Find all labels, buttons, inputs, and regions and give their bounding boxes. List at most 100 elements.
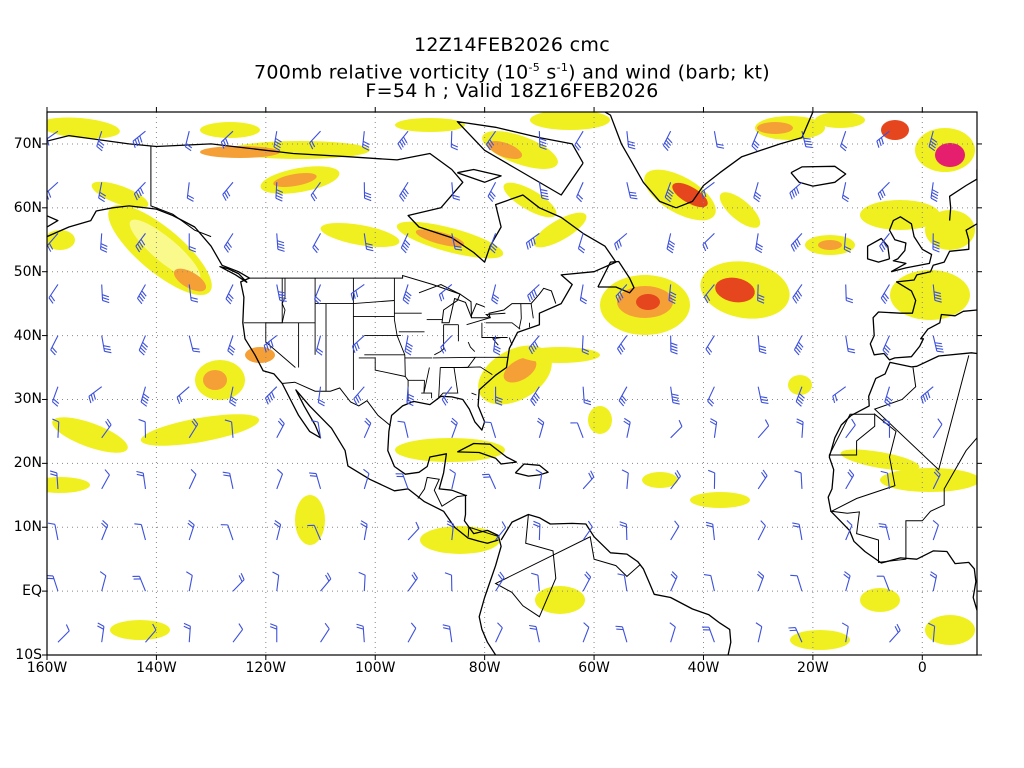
wind-barb <box>273 520 282 541</box>
barb-flag <box>265 343 270 351</box>
vorticity-contour <box>203 370 227 390</box>
wind-barb <box>491 284 500 305</box>
barb-flag <box>535 469 543 474</box>
wind-barb <box>932 519 939 541</box>
lat-tick-label: 20N <box>13 455 42 472</box>
barb-flag <box>185 143 193 149</box>
vorticity-contour <box>91 181 149 209</box>
barb-flag <box>52 401 59 407</box>
barb-flag <box>578 245 586 251</box>
wind-barb <box>619 521 628 541</box>
wind-barb <box>701 181 715 199</box>
barb-flag <box>441 292 445 300</box>
barb-flag <box>879 525 887 528</box>
lon-tick-label: 80W <box>468 660 501 676</box>
barb-flag <box>185 146 192 152</box>
wind-barb <box>670 419 683 439</box>
wind-barb <box>531 572 540 592</box>
barb-flag <box>883 292 889 300</box>
wind-barb <box>757 520 766 541</box>
barb-flag <box>790 245 795 252</box>
wind-barb <box>879 233 890 253</box>
barb-flag <box>495 402 503 406</box>
wind-barb <box>404 335 413 356</box>
maghreb-borders <box>873 355 970 471</box>
wind-barb <box>843 233 852 253</box>
barb-staff <box>227 524 234 541</box>
barb-flag <box>847 348 855 351</box>
lat-tick-label: 60N <box>13 199 42 216</box>
barb-flag <box>933 291 941 295</box>
barb-staff <box>495 627 503 643</box>
barb-flag <box>667 188 674 195</box>
vancouver-island <box>219 265 248 284</box>
barb-flag <box>137 189 142 197</box>
vorticity-contour <box>482 131 558 169</box>
barb-flag <box>530 345 535 353</box>
wind-barb <box>845 469 855 490</box>
wind-barb <box>703 574 715 592</box>
barb-flag <box>709 420 717 426</box>
barb-flag <box>630 197 638 200</box>
chart-title-line-2: 700mb relative vorticity (10-5 s-1) and … <box>254 61 770 84</box>
barb-flag <box>529 624 537 628</box>
wind-barb <box>482 473 497 490</box>
wind-barb <box>929 571 938 592</box>
wind-barb <box>97 622 105 643</box>
barb-flag <box>671 396 680 399</box>
baffin-coast <box>456 120 584 196</box>
wind-barb <box>614 232 628 251</box>
barb-flag <box>574 144 580 151</box>
wind-barb <box>618 386 628 407</box>
barb-flag <box>270 623 277 627</box>
barb-flag <box>884 401 891 407</box>
wind-barb <box>223 233 234 253</box>
barb-flag <box>363 468 370 475</box>
wind-barb <box>446 520 455 541</box>
wind-barb <box>140 386 150 407</box>
wind-barb <box>451 233 463 251</box>
state-border <box>358 357 406 377</box>
wind-barb <box>406 386 415 407</box>
barb-flag <box>580 296 588 302</box>
barb-flag <box>48 297 54 304</box>
barb-flag <box>848 469 855 476</box>
barb-flag <box>326 572 332 580</box>
barb-flag <box>882 349 889 356</box>
barb-flag <box>139 135 143 143</box>
wind-barb <box>224 419 234 438</box>
barb-flag <box>670 573 677 580</box>
barb-flag <box>931 194 938 200</box>
barb-flag <box>669 622 676 628</box>
barb-flag <box>410 622 417 629</box>
barb-flag <box>527 295 531 303</box>
wind-barb <box>188 233 196 253</box>
barb-flag <box>135 191 140 199</box>
barb-staff <box>232 629 244 643</box>
barb-staff <box>363 575 366 592</box>
wind-barb <box>184 131 193 152</box>
barb-flag <box>356 342 360 350</box>
barb-flag <box>138 349 145 356</box>
vorticity-contour <box>140 414 260 446</box>
barb-flag <box>269 393 273 401</box>
barb-flag <box>796 418 804 423</box>
barb-flag <box>229 399 237 404</box>
barb-flag <box>534 340 539 348</box>
lon-tick-label: 120W <box>245 660 287 676</box>
barb-flag <box>707 346 713 353</box>
barb-staff <box>757 626 763 643</box>
barb-flag <box>796 421 804 426</box>
vorticity-contour <box>935 143 965 167</box>
barb-flag <box>587 520 593 528</box>
state-border <box>432 356 477 368</box>
barb-flag <box>314 298 321 305</box>
barb-flag <box>406 402 414 407</box>
wind-barb <box>617 335 628 355</box>
wind-barb <box>145 623 157 643</box>
barb-staff <box>670 426 683 439</box>
wind-barb <box>792 522 803 541</box>
wind-barb <box>88 386 103 404</box>
barb-flag <box>616 241 620 249</box>
barb-flag <box>266 395 271 403</box>
